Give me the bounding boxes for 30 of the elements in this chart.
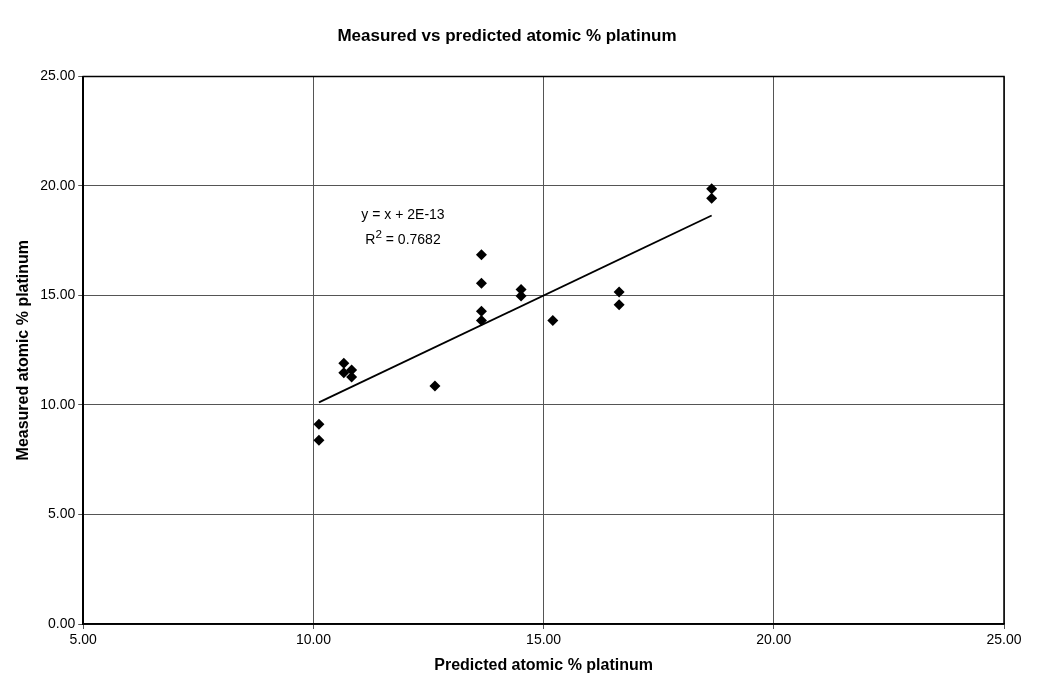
point: [613, 286, 625, 298]
x-tick-label: 25.00: [986, 631, 1022, 648]
point: [706, 192, 718, 204]
point: [613, 299, 625, 311]
annotation: R$^{2}$ = 0.7682: [364, 226, 442, 249]
point: [475, 305, 487, 317]
y-tick-label: 0.00: [47, 614, 76, 631]
y-tick-label: 10.00: [40, 395, 76, 412]
point: [475, 249, 487, 261]
point: [475, 277, 487, 289]
point: [313, 418, 325, 430]
y-tick-label: 20.00: [40, 176, 76, 193]
point: [338, 357, 350, 369]
y-tick-label: 15.00: [40, 286, 76, 303]
point: [313, 434, 325, 446]
y-tick-label: 5.00: [47, 505, 76, 522]
x-tick-label: 15.00: [526, 631, 562, 648]
point: [338, 367, 350, 379]
y-tick-label: 25.00: [40, 67, 76, 84]
point: [475, 314, 487, 326]
annotation: y = x + 2E-13: [360, 205, 446, 224]
x-tick-label: 10.00: [295, 631, 332, 648]
x-tick-label: 5.00: [69, 631, 98, 648]
point: [429, 380, 441, 392]
chart-title: Measured vs predicted atomic % platinum: [337, 25, 677, 45]
x-axis-title: Predicted atomic % platinum: [434, 655, 653, 673]
point: [706, 183, 718, 195]
point: [547, 314, 559, 326]
y-axis-title: Measured atomic % platinum: [14, 239, 32, 461]
x-tick-label: 20.00: [756, 631, 792, 648]
